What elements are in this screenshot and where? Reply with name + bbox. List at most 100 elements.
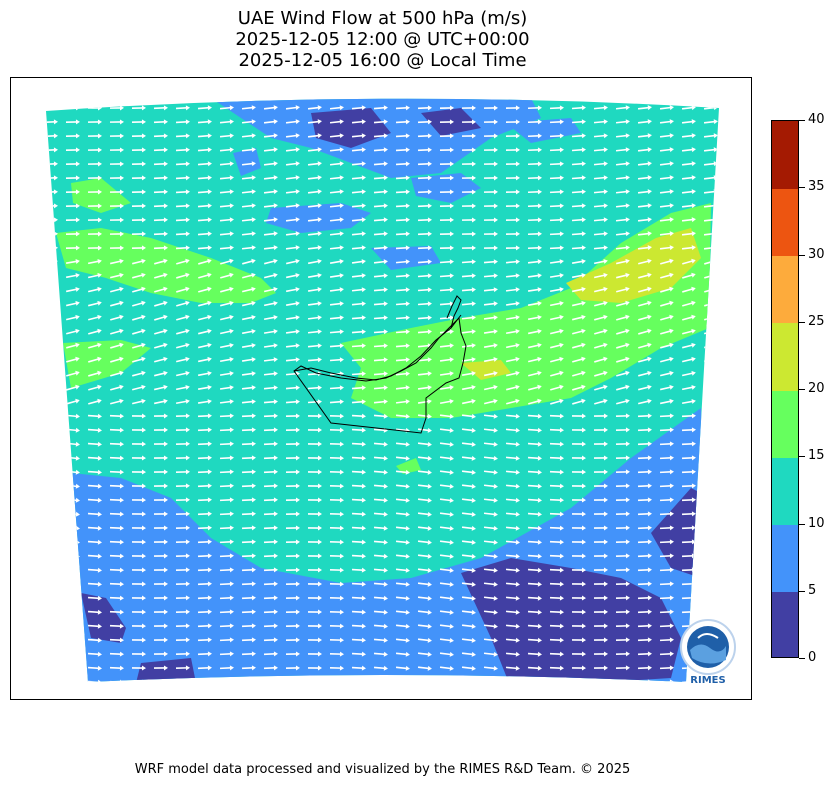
- wind-arrow: [131, 623, 146, 629]
- wind-arrow: [241, 651, 256, 657]
- wind-arrow: [219, 567, 234, 573]
- wind-arrow: [219, 483, 234, 489]
- wind-arrow: [637, 147, 652, 153]
- wind-arrow: [637, 161, 652, 167]
- wind-arrow: [285, 567, 300, 573]
- wind-arrow: [241, 314, 256, 321]
- wind-arrow: [307, 175, 322, 181]
- wind-arrow: [87, 175, 102, 181]
- wind-arrow: [549, 413, 564, 419]
- wind-arrow: [263, 525, 278, 531]
- wind-arrow: [461, 203, 476, 209]
- wind-arrow: [593, 455, 608, 461]
- wind-arrow: [615, 581, 630, 587]
- wind-arrow: [351, 119, 366, 125]
- wind-arrow: [153, 161, 168, 167]
- wind-arrow: [197, 189, 212, 195]
- wind-arrow: [153, 413, 168, 419]
- wind-arrow: [505, 413, 520, 419]
- wind-arrow: [175, 511, 190, 517]
- wind-arrow: [109, 567, 124, 573]
- colorbar-tick-label: 40: [808, 112, 825, 127]
- wind-arrow: [175, 217, 190, 223]
- wind-arrow: [417, 105, 432, 111]
- wind-arrow: [483, 315, 498, 321]
- wind-arrow: [461, 679, 476, 682]
- wind-arrow: [527, 567, 542, 573]
- wind-arrow: [439, 497, 454, 503]
- wind-arrow: [417, 427, 432, 433]
- wind-arrow: [527, 525, 542, 531]
- wind-arrow: [417, 637, 432, 643]
- wind-arrow: [505, 609, 520, 615]
- wind-arrow: [417, 497, 432, 503]
- wind-arrow: [241, 385, 256, 391]
- wind-arrow: [219, 161, 234, 167]
- wind-arrow: [242, 258, 256, 265]
- wind-arrow: [549, 147, 564, 153]
- wind-arrow: [703, 539, 718, 545]
- wind-arrow: [110, 398, 124, 405]
- wind-arrow: [659, 189, 674, 195]
- wind-arrow: [505, 287, 520, 293]
- wind-arrow: [549, 189, 564, 195]
- wind-arrow: [615, 133, 630, 139]
- wind-arrow: [329, 539, 344, 545]
- wind-arrow: [351, 259, 366, 265]
- wind-arrow: [65, 259, 80, 264]
- wind-arrow: [373, 189, 388, 195]
- wind-arrow: [660, 328, 674, 335]
- wind-arrow: [131, 161, 146, 167]
- wind-arrow: [505, 511, 520, 517]
- wind-arrow: [638, 342, 652, 349]
- wind-arrow: [46, 609, 58, 615]
- wind-arrow: [241, 371, 256, 377]
- wind-arrow: [550, 398, 564, 405]
- wind-arrow: [219, 539, 234, 545]
- wind-arrow: [153, 245, 168, 251]
- wind-arrow: [615, 161, 630, 167]
- wind-arrow: [417, 259, 432, 265]
- wind-arrow: [439, 203, 454, 209]
- wind-arrow: [395, 189, 410, 195]
- wind-arrow: [483, 105, 498, 111]
- wind-arrow: [527, 553, 542, 559]
- wind-arrow: [109, 539, 124, 545]
- wind-arrow: [175, 469, 190, 475]
- wind-arrow: [681, 119, 696, 125]
- wind-arrow: [219, 553, 234, 559]
- wind-arrow: [505, 553, 520, 559]
- wind-arrow: [417, 679, 432, 682]
- wind-arrow: [703, 581, 718, 587]
- wind-arrow: [263, 637, 278, 643]
- wind-arrow: [615, 623, 630, 629]
- speed-band-0-5-south: [136, 658, 196, 682]
- wind-arrow: [329, 413, 344, 419]
- speed-band-0-5-north: [311, 108, 391, 148]
- wind-arrow: [439, 637, 454, 643]
- wind-arrow: [46, 665, 58, 671]
- wind-arrow: [109, 189, 124, 195]
- wind-arrow: [461, 567, 476, 573]
- wind-arrow: [593, 203, 608, 209]
- wind-arrow: [637, 175, 652, 181]
- wind-arrow: [285, 105, 300, 111]
- wind-arrow: [329, 679, 344, 682]
- wind-arrow: [241, 497, 256, 503]
- wind-arrow: [373, 497, 388, 503]
- wind-arrow: [527, 609, 542, 615]
- wind-arrow: [637, 567, 652, 573]
- wind-arrow: [46, 455, 58, 461]
- wind-arrow: [417, 413, 432, 419]
- wind-arrow: [307, 581, 322, 587]
- wind-arrow: [593, 623, 608, 629]
- wind-arrow: [594, 370, 608, 377]
- wind-arrow: [615, 609, 630, 615]
- wind-arrow: [659, 147, 674, 153]
- wind-arrow: [527, 314, 542, 321]
- wind-arrow: [241, 483, 256, 489]
- wind-arrow: [659, 497, 674, 503]
- wind-arrow: [154, 258, 168, 265]
- wind-arrow: [197, 623, 212, 629]
- wind-arrow: [638, 370, 652, 377]
